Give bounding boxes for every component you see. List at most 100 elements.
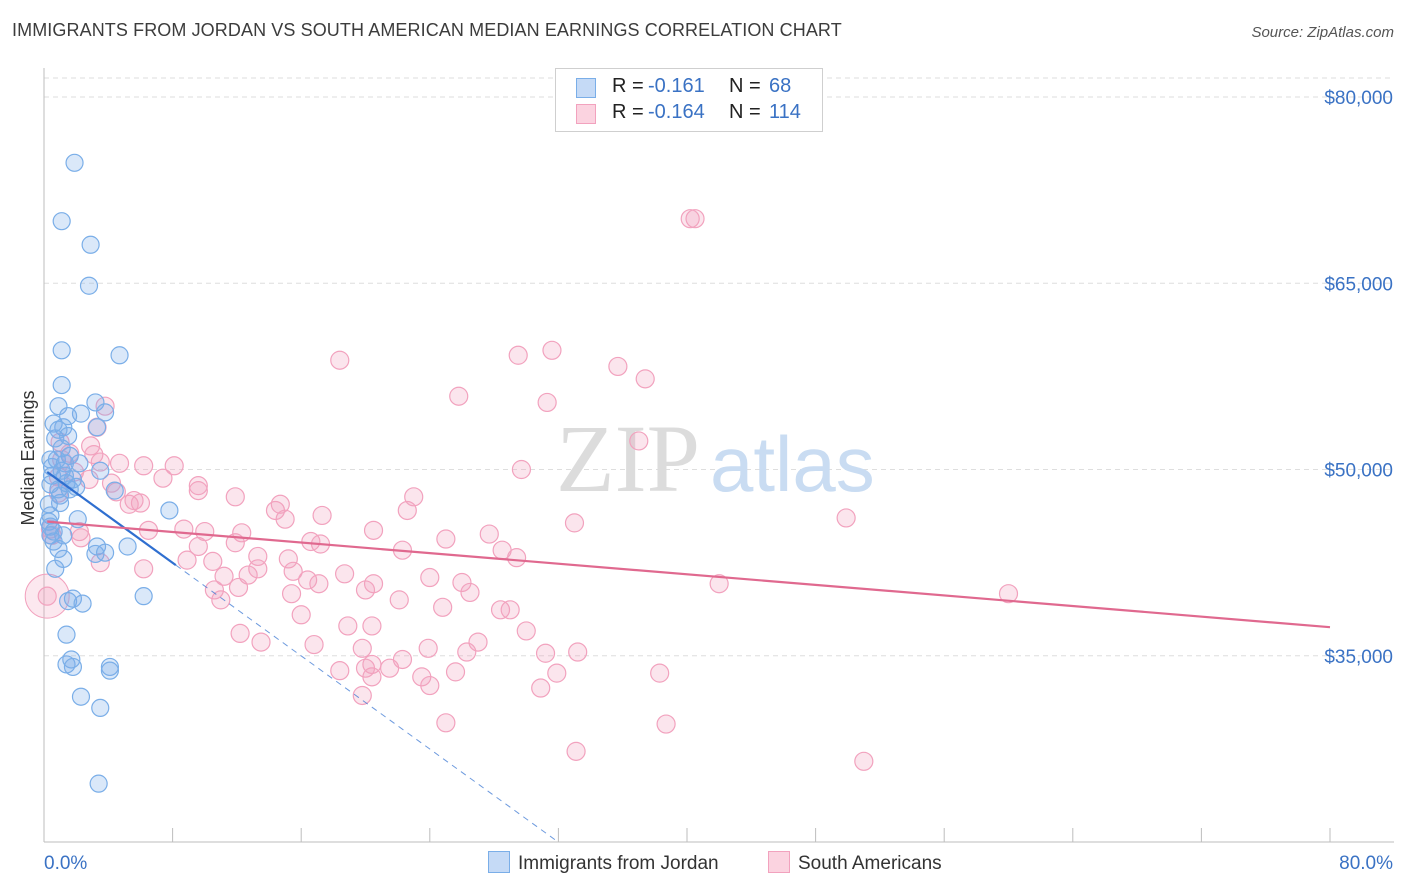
south-american-point bbox=[535, 643, 556, 663]
south-american-point bbox=[436, 713, 456, 733]
south-american-point bbox=[119, 494, 139, 514]
legend-r-label: R = bbox=[612, 75, 644, 97]
jordan-point bbox=[39, 495, 58, 514]
chart-title: IMMIGRANTS FROM JORDAN VS SOUTH AMERICAN… bbox=[12, 20, 842, 40]
south-american-point bbox=[445, 662, 466, 682]
jordan-point bbox=[95, 543, 115, 562]
south-american-point bbox=[490, 600, 511, 620]
jordan-trend-extension bbox=[175, 564, 559, 843]
south-americans-trend-line bbox=[47, 520, 1331, 629]
south-american-point bbox=[542, 340, 562, 360]
south-american-point bbox=[500, 600, 520, 620]
south-americans-points bbox=[24, 209, 1019, 771]
jordan-point bbox=[79, 276, 99, 295]
south-american-point bbox=[312, 505, 332, 526]
south-american-point bbox=[204, 580, 224, 600]
south-american-point bbox=[998, 584, 1019, 604]
south-american-point bbox=[418, 638, 438, 658]
south-american-point bbox=[547, 663, 567, 683]
jordan-point bbox=[134, 587, 153, 606]
south-american-point bbox=[228, 577, 249, 598]
south-american-point bbox=[680, 209, 700, 229]
south-american-point bbox=[188, 536, 208, 557]
legend-n-label: N = bbox=[729, 75, 761, 97]
jordan-point bbox=[52, 212, 71, 231]
south-american-point bbox=[71, 528, 91, 548]
south-american-point bbox=[37, 586, 57, 606]
south-american-point bbox=[188, 481, 208, 501]
y-tick-label: $35,000 bbox=[1324, 647, 1393, 668]
jordan-point bbox=[54, 526, 73, 545]
south-american-point bbox=[248, 559, 268, 579]
axes bbox=[43, 68, 1394, 843]
jordan-point bbox=[62, 650, 81, 669]
south-american-point bbox=[134, 456, 154, 476]
south-american-point bbox=[278, 549, 298, 569]
watermark-zip: ZIP bbox=[556, 405, 700, 512]
jordan-point bbox=[49, 539, 68, 559]
jordan-point bbox=[59, 407, 78, 426]
jordan-point bbox=[81, 235, 100, 254]
jordan-point bbox=[105, 481, 124, 500]
jordan-point bbox=[44, 414, 63, 433]
bottom-legend-label-jordan: Immigrants from Jordan bbox=[518, 853, 719, 874]
legend-swatch-south-americans bbox=[576, 104, 596, 124]
south-american-point bbox=[531, 678, 551, 698]
south-american-point bbox=[230, 623, 250, 644]
south-american-point bbox=[397, 500, 417, 521]
y-axis-label: Median Earnings bbox=[18, 390, 38, 525]
south-american-point bbox=[225, 487, 245, 507]
legend-r-value-jordan: -0.161 bbox=[648, 75, 705, 97]
jordan-point bbox=[110, 346, 129, 365]
south-american-point bbox=[153, 468, 173, 488]
jordan-point bbox=[65, 153, 84, 172]
jordan-point bbox=[57, 474, 76, 493]
south-american-point bbox=[363, 520, 384, 540]
jordan-point bbox=[46, 559, 65, 578]
source-label: Source: ZipAtlas.com bbox=[1251, 24, 1394, 41]
jordan-point bbox=[100, 661, 120, 680]
south-american-point bbox=[203, 551, 223, 571]
south-american-point bbox=[433, 597, 453, 617]
south-american-point bbox=[460, 582, 480, 603]
jordan-point bbox=[63, 589, 83, 608]
south-american-point bbox=[380, 658, 400, 678]
south-american-point bbox=[608, 356, 628, 377]
jordan-trend-line bbox=[46, 471, 177, 566]
south-american-point bbox=[309, 574, 329, 594]
bottom-legend-label-south-americans: South Americans bbox=[798, 853, 942, 874]
legend-n-value-south-americans: 114 bbox=[769, 101, 801, 123]
correlation-legend: R = -0.161 N = 68 R = -0.164 N = 114 bbox=[555, 68, 823, 132]
south-american-point bbox=[335, 564, 355, 584]
south-american-point bbox=[338, 616, 358, 636]
jordan-point bbox=[91, 461, 110, 480]
watermark-atlas: atlas bbox=[710, 420, 875, 508]
jordan-point bbox=[73, 594, 92, 613]
south-american-point bbox=[566, 741, 586, 761]
legend-n-label: N = bbox=[729, 101, 761, 123]
jordan-point bbox=[57, 625, 76, 644]
legend-r-label: R = bbox=[612, 101, 644, 123]
south-american-point bbox=[854, 751, 874, 771]
south-american-point bbox=[362, 667, 382, 687]
legend-n-value-jordan: 68 bbox=[769, 75, 792, 97]
jordan-point bbox=[70, 454, 89, 473]
south-american-point bbox=[275, 509, 295, 529]
tick-labels: $35,000 $50,000 $65,000 $80,000 0.0% 80.0% bbox=[44, 88, 1393, 874]
bottom-legend-jordan: Immigrants from Jordan bbox=[488, 851, 719, 875]
south-american-point bbox=[281, 584, 302, 604]
south-american-point bbox=[420, 675, 440, 696]
jordan-point bbox=[49, 397, 68, 416]
bottom-legend-south-americans: South Americans bbox=[768, 851, 942, 875]
south-american-point bbox=[685, 209, 705, 229]
jordan-point bbox=[52, 341, 71, 360]
jordan-point bbox=[86, 544, 105, 564]
south-american-point bbox=[330, 350, 350, 370]
south-american-point bbox=[568, 642, 588, 662]
south-american-point bbox=[479, 524, 499, 544]
south-american-point bbox=[709, 574, 729, 594]
south-american-point bbox=[211, 590, 231, 610]
south-american-point bbox=[355, 580, 376, 600]
y-tick-label: $65,000 bbox=[1324, 274, 1393, 295]
jordan-point bbox=[71, 687, 91, 706]
